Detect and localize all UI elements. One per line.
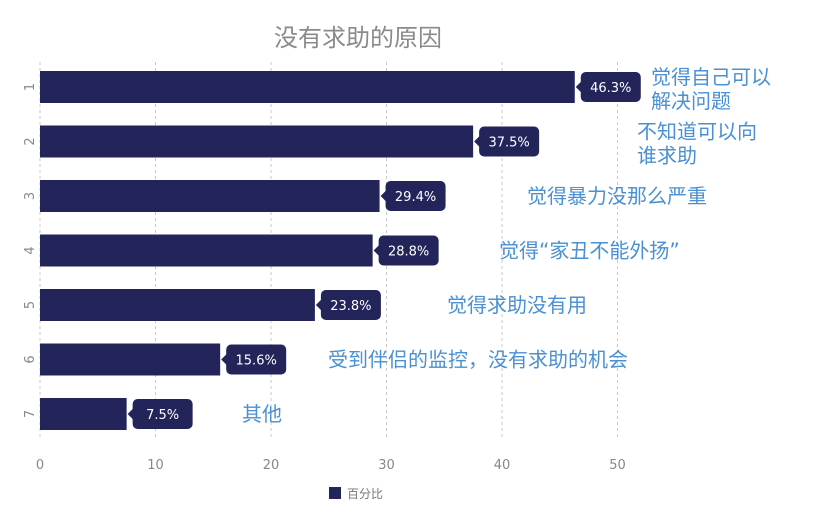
y-tick-label: 5 — [23, 301, 38, 309]
data-label-text: 7.5% — [146, 408, 179, 423]
data-label-text: 28.8% — [388, 245, 429, 260]
data-label: 15.6% — [221, 344, 287, 375]
x-tick-label: 10 — [147, 458, 164, 473]
bar — [40, 343, 221, 376]
annotation-text: 不知道可以向 — [637, 120, 757, 144]
x-axis-ticks: 0 10 20 30 40 50 — [36, 458, 626, 473]
bar — [40, 180, 380, 212]
y-tick-label: 1 — [23, 83, 38, 91]
data-label: 29.4% — [380, 181, 446, 211]
data-label: 7.5% — [127, 399, 193, 429]
x-tick-label: 20 — [263, 458, 280, 473]
y-tick-label: 6 — [23, 355, 38, 363]
bar — [40, 234, 373, 267]
y-axis-ticks: 1 2 3 4 5 6 7 — [23, 83, 38, 418]
annotation-text: 觉得“家丑不能外扬” — [499, 239, 680, 263]
bar — [40, 71, 575, 103]
y-tick-label: 3 — [23, 192, 38, 200]
data-label: 23.8% — [315, 290, 381, 320]
data-label-text: 15.6% — [236, 354, 277, 369]
annotation-text: 解决问题 — [651, 89, 731, 113]
x-tick-label: 40 — [494, 458, 511, 473]
data-label: 37.5% — [474, 126, 540, 157]
annotation-text: 其他 — [242, 402, 282, 426]
annotation-text: 觉得求助没有用 — [447, 293, 587, 317]
annotation-text: 觉得暴力没那么严重 — [527, 184, 707, 208]
y-tick-label: 4 — [23, 246, 38, 254]
bars — [40, 71, 575, 430]
x-tick-label: 30 — [378, 458, 395, 473]
legend-swatch — [329, 487, 341, 499]
data-label: 46.3% — [575, 72, 641, 102]
bar — [40, 289, 315, 321]
data-label-box — [385, 181, 446, 211]
data-label-box — [226, 344, 287, 375]
x-tick-label: 0 — [36, 458, 44, 473]
bar — [40, 398, 127, 430]
annotation-text: 觉得自己可以 — [651, 65, 771, 89]
legend-label: 百分比 — [347, 487, 383, 501]
chart-title: 没有求助的原因 — [274, 24, 442, 52]
data-label-text: 23.8% — [330, 299, 371, 314]
data-label-box — [580, 72, 641, 102]
data-label-box — [132, 399, 193, 429]
data-label-text: 46.3% — [590, 81, 631, 96]
annotation-text: 受到伴侣的监控，没有求助的机会 — [328, 348, 628, 372]
data-label-box — [479, 126, 540, 157]
data-label-text: 29.4% — [395, 190, 436, 205]
data-label-text: 37.5% — [488, 136, 529, 151]
data-label: 28.8% — [373, 235, 439, 266]
data-labels: 46.3% 37.5% 29.4% 28.8% 23.8% 15.6% 7.5% — [127, 72, 641, 429]
y-tick-label: 7 — [23, 410, 38, 418]
y-tick-label: 2 — [23, 137, 38, 145]
bar — [40, 125, 474, 158]
data-label-box — [320, 290, 381, 320]
grid-lines — [39, 62, 618, 440]
legend: 百分比 — [329, 487, 383, 501]
x-tick-label: 50 — [609, 458, 626, 473]
data-label-box — [378, 235, 439, 266]
annotation-text: 谁求助 — [637, 144, 697, 168]
